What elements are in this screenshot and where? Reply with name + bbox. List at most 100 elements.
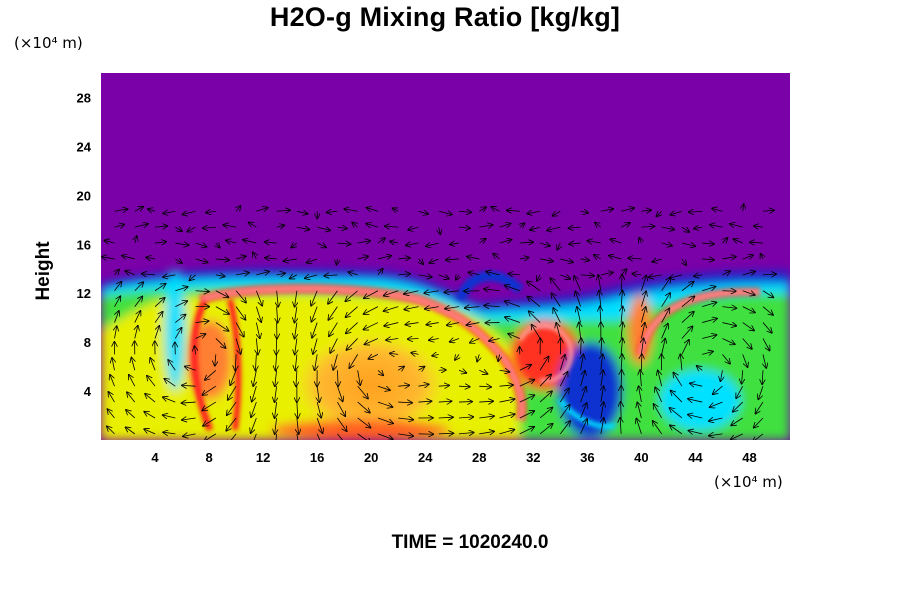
wind-vector (621, 208, 634, 211)
wind-vector (588, 241, 601, 243)
wind-vector (357, 433, 371, 440)
wind-vector (468, 272, 480, 275)
wind-vector (108, 392, 115, 403)
wind-vector (559, 389, 569, 403)
wind-vector (337, 401, 345, 416)
wind-vector (559, 355, 565, 371)
wind-vector (114, 296, 121, 307)
wind-vector (346, 322, 358, 334)
wind-vector (731, 417, 743, 425)
wind-vector (228, 385, 237, 400)
wind-vector (742, 354, 748, 367)
wind-vector (110, 375, 115, 387)
wind-vector (114, 209, 128, 211)
wind-vector (505, 285, 520, 292)
wind-vector (296, 227, 309, 229)
wind-vector (424, 291, 439, 293)
wind-vector (235, 290, 246, 303)
wind-vector (366, 224, 379, 227)
wind-vector (316, 417, 322, 433)
wind-vector (276, 210, 290, 211)
wind-vector (126, 427, 136, 435)
wind-vector (135, 326, 138, 339)
wind-vector (377, 401, 392, 407)
wind-vector (688, 415, 703, 418)
wind-vector (722, 291, 735, 292)
wind-vector (609, 256, 622, 259)
x-tick-label: 24 (418, 450, 433, 465)
wind-vector (641, 339, 643, 355)
wind-vector (190, 274, 196, 280)
wind-vector (223, 225, 237, 227)
wind-vector (296, 433, 299, 440)
wind-vector (408, 338, 419, 339)
wind-vector (479, 431, 494, 433)
wind-vector (519, 380, 534, 387)
wind-vector (447, 323, 460, 326)
wind-vector (329, 322, 338, 337)
wind-vector (539, 357, 548, 371)
wind-vector (599, 291, 601, 307)
wind-vector (252, 386, 257, 401)
wind-vector (347, 338, 358, 349)
wind-vector (673, 373, 683, 387)
wind-vector (641, 291, 646, 307)
wind-vector (641, 210, 650, 211)
wind-vector (621, 338, 622, 355)
wind-vector (690, 383, 703, 386)
wind-vector (397, 367, 404, 371)
wind-vector (742, 338, 752, 348)
wind-vector (203, 227, 216, 228)
wind-vector (682, 258, 686, 265)
wind-vector (364, 322, 379, 330)
wind-vector (114, 311, 119, 323)
wind-vector (256, 208, 267, 212)
wind-vector (438, 417, 453, 418)
wind-vector (345, 290, 358, 301)
wind-vector (621, 307, 623, 323)
wind-vector (311, 306, 318, 322)
wind-vector (479, 239, 485, 243)
wind-vector (134, 311, 141, 323)
wind-vector (337, 433, 343, 440)
wind-vector (621, 354, 622, 371)
wind-vector (519, 395, 534, 403)
wind-vector (134, 207, 143, 211)
wind-vector (187, 227, 196, 231)
wind-vector (364, 290, 379, 298)
wind-vector (122, 256, 135, 259)
wind-vector (144, 412, 156, 419)
wind-vector (649, 275, 662, 277)
wind-vector (532, 325, 541, 339)
wind-vector (489, 338, 500, 340)
x-tick-label: 40 (634, 450, 648, 465)
wind-vector (215, 259, 229, 260)
wind-vector (702, 318, 717, 323)
wind-vector (539, 391, 552, 403)
wind-vector (450, 243, 460, 244)
wind-vector (742, 272, 755, 275)
wind-vector (327, 211, 338, 212)
wind-vector (661, 293, 670, 307)
x-axis-unit: (×10⁴ m) (714, 473, 783, 491)
y-tick-label: 4 (84, 384, 92, 399)
wind-vector (102, 257, 115, 259)
wind-vector (114, 282, 122, 291)
wind-vector (581, 355, 584, 371)
wind-vector (408, 227, 419, 230)
wind-vector (640, 370, 641, 387)
wind-vector (445, 307, 460, 309)
wind-vector (519, 258, 529, 259)
wind-vector (154, 326, 159, 339)
wind-vector (671, 391, 683, 403)
wind-vector (134, 224, 148, 227)
wind-vector (384, 290, 399, 296)
wind-vector (557, 242, 560, 250)
wind-vector (369, 354, 379, 358)
wind-vector (722, 354, 730, 363)
wind-vector (753, 433, 764, 440)
wind-vector (316, 243, 326, 247)
wind-vector (580, 419, 587, 435)
wind-vector (154, 298, 165, 307)
wind-vector (611, 239, 622, 243)
